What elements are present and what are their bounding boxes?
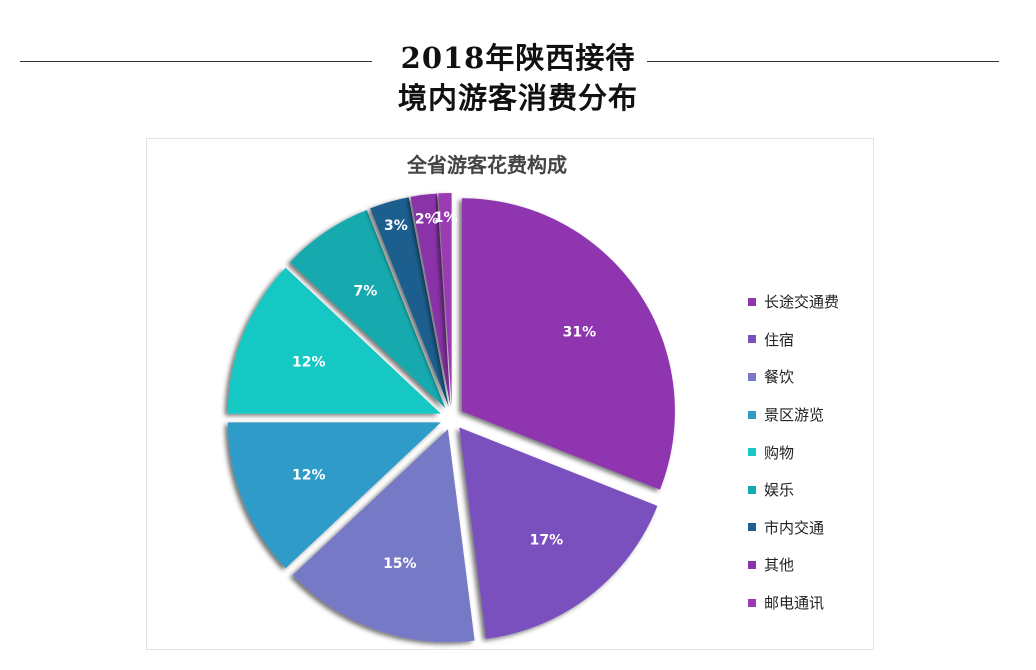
pie-slice-9: [438, 193, 452, 407]
legend-swatch: [748, 560, 756, 569]
legend-item: 景区游览: [748, 396, 839, 434]
pie-slice-label-1: 31%: [563, 324, 597, 340]
pie-slice-label-8: 2%: [415, 212, 439, 228]
pie-slice-5: [227, 267, 441, 414]
legend-swatch: [748, 335, 756, 344]
legend-item: 邮电通讯: [748, 584, 839, 622]
legend-label: 长途交通费: [764, 293, 840, 312]
pie-slice-label-4: 12%: [292, 468, 326, 484]
pie-slice-1: [461, 198, 675, 490]
legend-swatch: [748, 485, 756, 494]
pie-slice-7: [370, 197, 449, 407]
legend-swatch: [748, 410, 756, 419]
legend-label: 住宿: [764, 330, 795, 349]
page-title: 2018年陕西接待 境内游客消费分布: [0, 38, 1036, 118]
title-rule-right: [647, 61, 999, 62]
pie-slice-2: [459, 427, 658, 639]
legend-item: 住宿: [748, 321, 839, 359]
legend-label: 餐饮: [764, 368, 795, 387]
page-title-line2: 境内游客消费分布: [397, 81, 638, 115]
title-rule-left: [20, 61, 372, 62]
pie-slice-6: [289, 210, 446, 409]
legend-label: 邮电通讯: [764, 594, 825, 613]
chart-title: 全省游客花费构成: [406, 153, 567, 177]
legend-swatch: [748, 297, 756, 306]
legend-swatch: [748, 372, 756, 381]
pie-slice-label-2: 17%: [530, 533, 564, 549]
legend-label: 市内交通: [764, 518, 825, 537]
legend-swatch: [748, 523, 756, 532]
pie-slice-label-6: 7%: [354, 284, 378, 300]
legend-label: 其他: [764, 556, 795, 575]
legend-item: 其他: [748, 546, 839, 584]
pie-slice-label-9: 1%: [434, 210, 458, 226]
pie-slice-8: [410, 193, 451, 407]
legend-item: 市内交通: [748, 509, 839, 547]
page-title-line1: 2018年陕西接待: [400, 41, 636, 75]
legend-item: 娱乐: [748, 471, 839, 509]
pie-slice-3: [292, 429, 475, 643]
pie-slice-4: [227, 422, 441, 569]
pie-slice-label-3: 15%: [383, 556, 417, 572]
legend-swatch: [748, 448, 756, 457]
legend-item: 购物: [748, 433, 839, 471]
legend-label: 景区游览: [764, 406, 825, 425]
chart-legend: 长途交通费住宿餐饮景区游览购物娱乐市内交通其他邮电通讯: [748, 283, 839, 621]
legend-item: 餐饮: [748, 358, 839, 396]
legend-label: 娱乐: [764, 481, 795, 500]
legend-label: 购物: [764, 443, 795, 462]
legend-item: 长途交通费: [748, 283, 839, 321]
pie-slice-label-7: 3%: [384, 218, 408, 234]
legend-swatch: [748, 598, 756, 607]
pie-slice-label-5: 12%: [292, 354, 326, 370]
